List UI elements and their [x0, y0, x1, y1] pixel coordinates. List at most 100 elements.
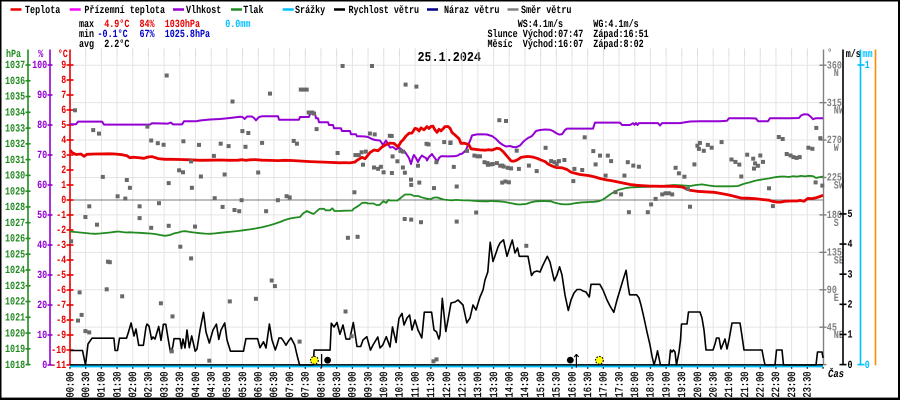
svg-text:20:00: 20:00 — [693, 372, 705, 398]
svg-text:-3: -3 — [56, 240, 66, 252]
svg-text:1020: 1020 — [5, 328, 25, 340]
svg-text:N: N — [834, 68, 839, 80]
svg-text:1018: 1018 — [5, 360, 26, 372]
svg-text:2: 2 — [848, 300, 853, 312]
svg-text:Čas: Čas — [828, 367, 844, 381]
svg-text:-11: -11 — [51, 360, 66, 372]
svg-text:225: 225 — [827, 173, 842, 185]
svg-text:-2: -2 — [56, 225, 66, 237]
svg-text:1030: 1030 — [5, 171, 25, 183]
svg-text:mm: mm — [862, 49, 872, 61]
svg-text:03:30: 03:30 — [175, 372, 187, 398]
svg-text:1024: 1024 — [5, 265, 26, 277]
svg-text:-5: -5 — [56, 270, 66, 282]
svg-text:02:00: 02:00 — [128, 372, 140, 398]
svg-text:hPa: hPa — [6, 49, 21, 61]
svg-text:60: 60 — [37, 180, 47, 192]
svg-text:1031: 1031 — [5, 155, 26, 167]
svg-text:3: 3 — [61, 150, 66, 162]
svg-text:10:00: 10:00 — [379, 372, 391, 398]
svg-text:18:30: 18:30 — [646, 372, 658, 398]
svg-text:84%: 84% — [140, 19, 155, 31]
svg-text:1028: 1028 — [5, 202, 26, 214]
svg-text:15:30: 15:30 — [552, 372, 564, 398]
svg-text:min: min — [79, 29, 94, 41]
svg-text:SE: SE — [834, 255, 844, 267]
svg-text:WG:4.1m/s: WG:4.1m/s — [593, 19, 638, 31]
svg-text:21:30: 21:30 — [740, 372, 752, 398]
svg-text:10: 10 — [37, 330, 47, 342]
svg-text:12:00: 12:00 — [442, 372, 454, 398]
svg-text:12:30: 12:30 — [458, 372, 470, 398]
svg-text:Tlak: Tlak — [243, 5, 264, 17]
svg-text:avg: avg — [79, 39, 94, 51]
svg-text:67%: 67% — [140, 29, 155, 41]
svg-text:NW: NW — [834, 106, 844, 118]
svg-text:SW: SW — [834, 181, 844, 193]
svg-text:-8: -8 — [56, 315, 66, 327]
svg-text:0: 0 — [61, 195, 66, 207]
svg-text:06:30: 06:30 — [269, 372, 281, 398]
svg-text:1035: 1035 — [5, 92, 26, 104]
svg-text:S: S — [834, 218, 839, 230]
svg-text:Západ:8:02: Západ:8:02 — [593, 39, 643, 51]
svg-text:16:30: 16:30 — [583, 372, 595, 398]
svg-text:14:30: 14:30 — [520, 372, 532, 398]
svg-text:04:00: 04:00 — [191, 372, 203, 398]
svg-text:45: 45 — [827, 322, 837, 334]
svg-text:Slunce: Slunce — [488, 29, 519, 41]
svg-text:70: 70 — [37, 150, 47, 162]
svg-text:1033: 1033 — [5, 123, 26, 135]
svg-text:30: 30 — [37, 270, 47, 282]
svg-text:Teplota: Teplota — [25, 5, 61, 17]
svg-text:3: 3 — [848, 269, 853, 281]
svg-text:max: max — [79, 19, 94, 31]
svg-text:2: 2 — [61, 165, 66, 177]
svg-text:80: 80 — [37, 120, 47, 132]
svg-text:m/s: m/s — [846, 49, 861, 61]
svg-text:1037: 1037 — [5, 60, 25, 72]
svg-text:90: 90 — [827, 285, 837, 297]
svg-text:19:00: 19:00 — [661, 372, 673, 398]
svg-text:17:30: 17:30 — [614, 372, 626, 398]
svg-text:1021: 1021 — [5, 313, 26, 325]
svg-text:W: W — [834, 143, 839, 155]
svg-text:135: 135 — [827, 248, 842, 260]
svg-text:°: ° — [827, 48, 832, 60]
svg-text:22:30: 22:30 — [771, 372, 783, 398]
svg-text:1032: 1032 — [5, 139, 25, 151]
svg-text:Přízemní teplota: Přízemní teplota — [84, 5, 165, 17]
svg-text:180: 180 — [827, 210, 842, 222]
svg-text:0: 0 — [42, 360, 47, 372]
svg-text:25.1.2024: 25.1.2024 — [418, 51, 482, 66]
svg-text:19:30: 19:30 — [677, 372, 689, 398]
svg-text:Východ:07:47: Východ:07:47 — [523, 29, 584, 41]
svg-text:-10: -10 — [51, 345, 66, 357]
svg-text:Rychlost větru: Rychlost větru — [349, 5, 420, 17]
svg-text:0.0mm: 0.0mm — [225, 19, 250, 31]
svg-text:-9: -9 — [56, 330, 66, 342]
svg-text:13:30: 13:30 — [489, 372, 501, 398]
svg-text:360: 360 — [827, 60, 842, 72]
svg-text:1034: 1034 — [5, 108, 26, 120]
svg-text:8: 8 — [61, 75, 66, 87]
svg-text:1: 1 — [848, 330, 853, 342]
svg-text:1025: 1025 — [5, 249, 26, 261]
svg-text:Měsíc: Měsíc — [488, 39, 513, 51]
svg-text:Směr větru: Směr větru — [521, 5, 571, 17]
svg-text:4: 4 — [848, 239, 853, 251]
svg-text:Západ:16:51: Západ:16:51 — [593, 29, 649, 41]
svg-text:100: 100 — [32, 60, 47, 72]
svg-text:1: 1 — [865, 60, 870, 72]
svg-text:11:00: 11:00 — [410, 372, 422, 398]
svg-text:1025.8hPa: 1025.8hPa — [165, 29, 211, 41]
svg-text:7: 7 — [61, 90, 66, 102]
svg-text:2.2°C: 2.2°C — [104, 39, 129, 51]
svg-text:01:30: 01:30 — [112, 372, 124, 398]
svg-text:1036: 1036 — [5, 76, 25, 88]
svg-text:00:00: 00:00 — [65, 372, 77, 398]
svg-text:08:30: 08:30 — [332, 372, 344, 398]
svg-text:02:30: 02:30 — [144, 372, 156, 398]
svg-text:-6: -6 — [56, 285, 66, 297]
svg-text:18:00: 18:00 — [630, 372, 642, 398]
